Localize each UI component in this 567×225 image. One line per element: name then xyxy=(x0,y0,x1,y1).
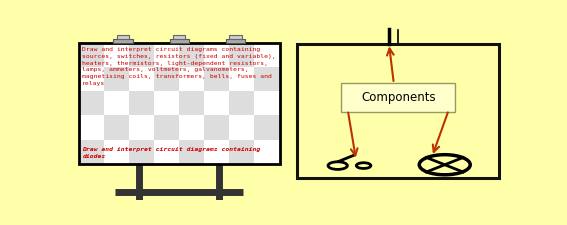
Bar xyxy=(79,67,104,91)
Bar xyxy=(255,140,280,164)
Bar xyxy=(255,43,280,67)
Bar xyxy=(79,91,104,115)
Bar xyxy=(204,115,230,140)
Bar xyxy=(226,39,245,43)
Bar xyxy=(255,91,280,115)
Bar xyxy=(179,67,204,91)
Text: Components: Components xyxy=(361,91,435,104)
Bar xyxy=(204,91,230,115)
Bar xyxy=(255,115,280,140)
Bar xyxy=(154,43,179,67)
Text: Draw and interpret circuit diagrams containing
diodes: Draw and interpret circuit diagrams cont… xyxy=(82,147,261,159)
Bar xyxy=(79,140,104,164)
Bar xyxy=(154,115,179,140)
Text: Draw and interpret circuit diagrams containing
sources, switches, resistors (fix: Draw and interpret circuit diagrams cont… xyxy=(82,47,276,86)
Bar xyxy=(170,39,189,43)
Bar xyxy=(129,67,154,91)
Bar xyxy=(230,67,255,91)
Bar xyxy=(179,140,204,164)
Bar xyxy=(204,140,230,164)
Bar xyxy=(129,140,154,164)
Bar xyxy=(129,91,154,115)
Bar xyxy=(297,44,500,178)
Bar xyxy=(230,140,255,164)
Bar xyxy=(179,91,204,115)
Bar xyxy=(113,39,133,43)
Bar xyxy=(179,43,204,67)
Bar xyxy=(255,67,280,91)
Bar xyxy=(230,115,255,140)
Bar xyxy=(104,140,129,164)
Bar xyxy=(154,67,179,91)
Bar xyxy=(79,115,104,140)
Bar xyxy=(129,115,154,140)
Bar xyxy=(129,43,154,67)
Bar xyxy=(230,91,255,115)
Bar xyxy=(104,91,129,115)
Bar xyxy=(117,36,129,39)
Bar xyxy=(104,115,129,140)
Bar xyxy=(79,43,104,67)
Bar xyxy=(173,36,185,39)
Bar xyxy=(204,43,230,67)
Bar xyxy=(154,91,179,115)
Bar xyxy=(104,43,129,67)
FancyBboxPatch shape xyxy=(341,83,455,112)
Bar xyxy=(79,43,280,164)
Bar xyxy=(230,43,255,67)
Bar xyxy=(229,36,242,39)
Bar xyxy=(154,140,179,164)
Bar xyxy=(204,67,230,91)
Bar xyxy=(179,115,204,140)
Bar xyxy=(104,67,129,91)
